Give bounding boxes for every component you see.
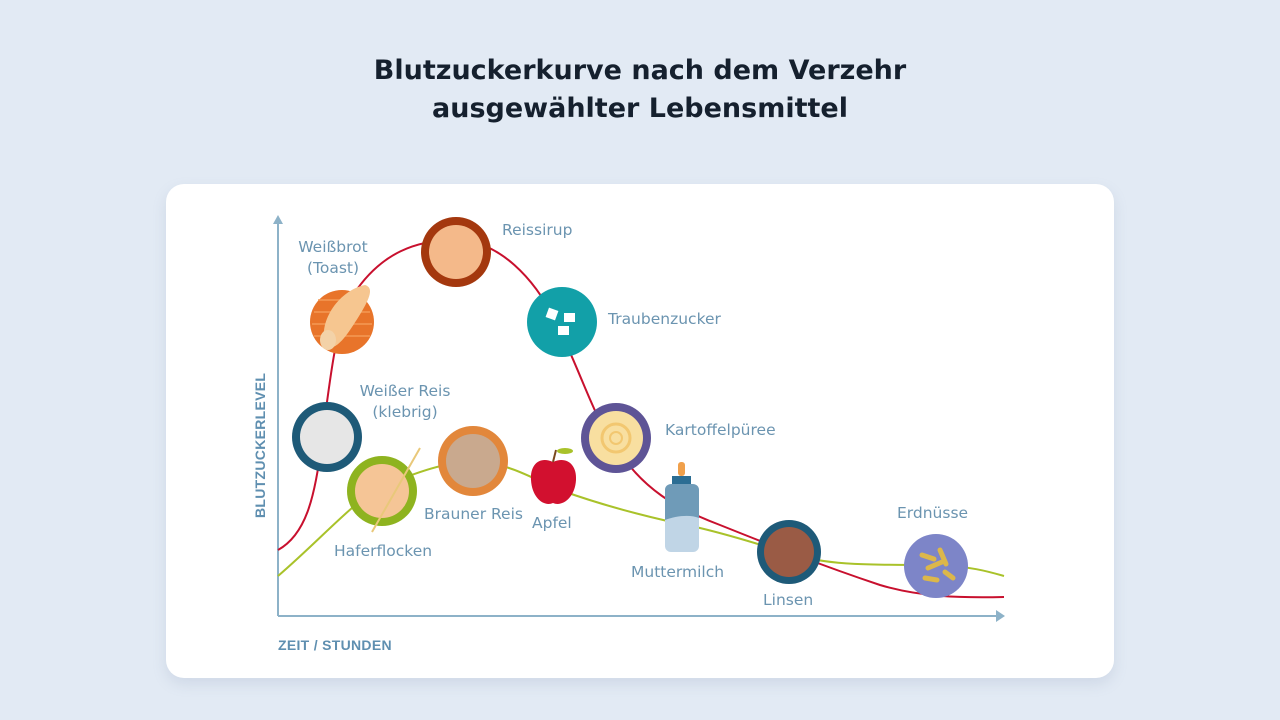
brauner-reis-icon [438,426,508,496]
x-axis-label: ZEIT / STUNDEN [278,637,392,653]
label-apfel: Apfel [532,514,572,532]
weissbrot-icon [310,285,374,354]
label-weissbrot: Weißbrot (Toast) [288,237,378,279]
label-weisser-reis-line-1: Weißer Reis [359,382,451,400]
page-title: Blutzuckerkurve nach dem Verzehr ausgewä… [0,52,1280,128]
y-axis-arrow-icon [273,215,283,224]
x-axis-arrow-icon [996,610,1005,622]
label-kartoffelpueree: Kartoffelpüree [665,421,776,439]
linsen-icon [757,520,821,584]
label-reissirup: Reissirup [502,221,573,239]
erdnuesse-icon [904,534,968,598]
label-linsen: Linsen [763,591,814,609]
y-axis-label: BLUTZUCKERLEVEL [252,372,268,518]
reissirup-icon [421,217,491,287]
title-line-2: ausgewählter Lebensmittel [432,93,848,124]
title-line-1: Blutzuckerkurve nach dem Verzehr [373,55,907,86]
kartoffelpueree-icon [581,403,651,473]
label-weisser-reis-line-2: (klebrig) [372,403,438,421]
traubenzucker-icon [527,287,597,357]
apfel-icon [530,448,577,504]
label-erdnuesse: Erdnüsse [897,504,969,522]
muttermilch-icon [665,462,699,552]
label-weissbrot-line-2: (Toast) [306,259,360,277]
label-weissbrot-line-1: Weißbrot [298,238,368,256]
label-haferflocken: Haferflocken [334,542,433,560]
haferflocken-icon [347,447,421,533]
label-muttermilch: Muttermilch [631,563,725,581]
label-weisser-reis: Weißer Reis (klebrig) [350,381,460,423]
label-brauner-reis: Brauner Reis [424,505,523,523]
label-traubenzucker: Traubenzucker [608,310,721,328]
weisser-reis-icon [292,402,362,472]
